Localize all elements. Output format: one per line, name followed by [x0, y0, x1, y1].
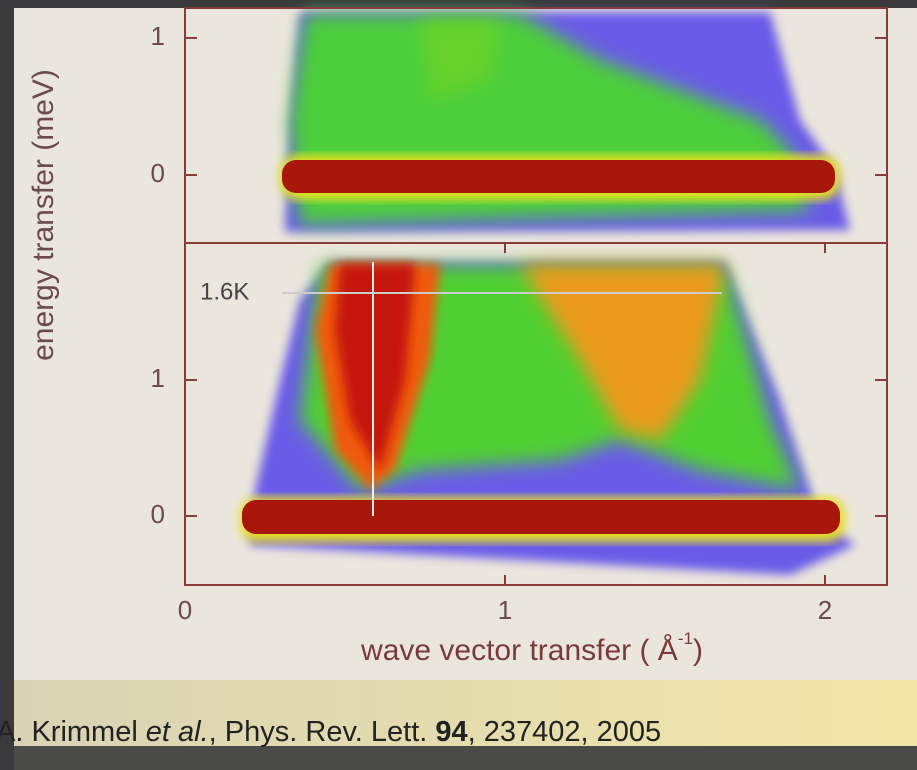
y-axis-label: energy transfer (meV) — [27, 69, 60, 361]
y-tick-label: 1 — [151, 363, 165, 393]
frame — [184, 7, 888, 586]
x-axis-label: wave vector transfer ( Å-1) — [360, 629, 703, 666]
bottom-edge — [14, 746, 917, 770]
caption-band — [14, 680, 917, 746]
x-tick-label: 1 — [498, 595, 512, 625]
caption: A. Krimmel et al., Phys. Rev. Lett. 94, 2… — [0, 716, 661, 748]
panel-annotation: 1.6K — [200, 278, 249, 305]
y-tick-label: 0 — [151, 158, 165, 188]
top-heatmap — [280, 12, 850, 232]
y-tick-label: 0 — [151, 499, 165, 529]
bottom-heatmap — [240, 262, 855, 575]
x-tick-label: 2 — [818, 595, 832, 625]
y-tick-label: 1 — [151, 21, 165, 51]
x-tick-label: 0 — [178, 595, 192, 625]
